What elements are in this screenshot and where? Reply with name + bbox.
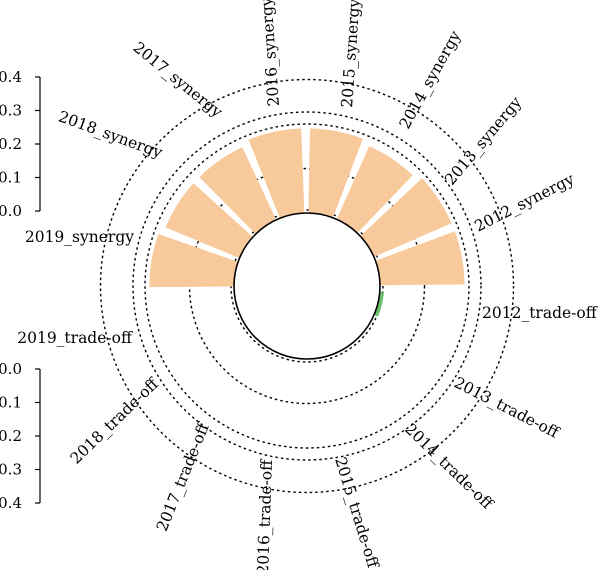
bar-2015_synergy	[308, 128, 363, 218]
bar-2016_synergy	[248, 128, 305, 219]
bar-2019_synergy	[149, 233, 239, 288]
grid-ring	[144, 123, 470, 449]
category-label-2018_synergy: 2018_synergy	[56, 108, 165, 162]
bars	[149, 128, 465, 317]
category-label-2017_trade-off: 2017_trade-off	[153, 420, 213, 534]
bar-2017_synergy	[199, 147, 277, 235]
category-label-2015_synergy: 2015_synergy	[338, 0, 364, 108]
category-label-2019_trade-off: 2019_trade-off	[17, 329, 133, 347]
category-label-2012_synergy: 2012_synergy	[472, 170, 578, 236]
bar-2014_synergy	[336, 146, 413, 234]
axis-tick-label: 0.2	[0, 427, 22, 445]
grid-ring	[99, 78, 515, 494]
axis-tick-label: 0.1	[0, 169, 22, 187]
category-label-2014_synergy: 2014_synergy	[396, 28, 465, 132]
center-circle	[233, 212, 381, 360]
bottom-radial-axis: 0.0 0.1 0.2 0.3 0.4	[0, 360, 41, 512]
category-label-2013_synergy: 2013_synergy	[441, 93, 525, 188]
axis-tick-label: 0.4	[0, 68, 22, 86]
category-label-2013_trade-off: 2013_trade-off	[451, 374, 562, 443]
axis-tick-label: 0.0	[0, 360, 22, 378]
bar-2018_synergy	[165, 183, 253, 259]
bar-2012_synergy	[375, 231, 465, 286]
top-radial-axis: 0.0 0.1 0.2 0.3 0.4	[0, 68, 41, 220]
axis-tick-label: 0.0	[0, 202, 22, 220]
category-label-2019_synergy: 2019_synergy	[25, 228, 134, 246]
category-label-2015_trade-off: 2015_trade-off	[331, 455, 382, 570]
category-label-2016_synergy: 2016_synergy	[257, 0, 283, 107]
category-label-2016_trade-off: 2016_trade-off	[254, 459, 276, 570]
category-label-2017_synergy: 2017_synergy	[130, 38, 226, 121]
category-label-2012_trade-off: 2012_trade-off	[482, 304, 598, 322]
axis-tick-label: 0.3	[0, 102, 22, 120]
grid-ring-outer	[132, 111, 482, 461]
bar-2013_synergy	[360, 178, 452, 257]
category-label-2014_trade-off: 2014_trade-off	[401, 420, 497, 513]
axis-tick-label: 0.3	[0, 461, 22, 479]
category-label-2018_trade-off: 2018_trade-off	[67, 374, 163, 467]
axis-tick-label: 0.4	[0, 494, 22, 512]
axis-tick-label: 0.2	[0, 135, 22, 153]
axis-tick-label: 0.1	[0, 394, 22, 412]
